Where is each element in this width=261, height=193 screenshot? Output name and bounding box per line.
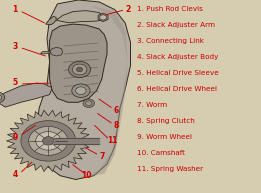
- Text: 9. Worm Wheel: 9. Worm Wheel: [137, 134, 192, 140]
- Text: 8: 8: [114, 121, 119, 130]
- Polygon shape: [7, 110, 90, 172]
- Text: 10. Camshaft: 10. Camshaft: [137, 150, 185, 156]
- Circle shape: [76, 87, 86, 95]
- Polygon shape: [98, 13, 108, 22]
- Circle shape: [69, 61, 91, 78]
- Text: 7: 7: [99, 152, 104, 161]
- Circle shape: [36, 132, 61, 150]
- Polygon shape: [37, 0, 130, 179]
- Text: 1. Push Rod Clevis: 1. Push Rod Clevis: [137, 6, 203, 12]
- Polygon shape: [46, 16, 56, 25]
- Text: 11: 11: [107, 136, 117, 145]
- Text: 5. Helical Drive Sleeve: 5. Helical Drive Sleeve: [137, 70, 219, 76]
- Circle shape: [43, 137, 54, 145]
- Circle shape: [0, 92, 5, 103]
- Text: 6: 6: [114, 106, 119, 114]
- Text: 5: 5: [13, 79, 18, 87]
- Text: 3: 3: [13, 42, 18, 51]
- Circle shape: [72, 64, 87, 75]
- Circle shape: [86, 101, 92, 106]
- Text: 4. Slack Adjuster Body: 4. Slack Adjuster Body: [137, 54, 218, 60]
- Text: 2: 2: [125, 5, 130, 14]
- Circle shape: [76, 67, 83, 72]
- Circle shape: [83, 99, 94, 108]
- Circle shape: [29, 126, 68, 155]
- Text: 2. Slack Adjuster Arm: 2. Slack Adjuster Arm: [137, 22, 215, 28]
- Polygon shape: [50, 47, 63, 56]
- Polygon shape: [56, 11, 104, 23]
- Text: 7. Worm: 7. Worm: [137, 102, 167, 108]
- Text: 1: 1: [13, 5, 18, 14]
- Circle shape: [72, 84, 90, 97]
- Polygon shape: [40, 51, 50, 54]
- Text: 6. Helical Drive Wheel: 6. Helical Drive Wheel: [137, 86, 217, 92]
- Text: 3. Connecting Link: 3. Connecting Link: [137, 38, 204, 44]
- Circle shape: [100, 15, 106, 20]
- Text: 9: 9: [13, 133, 18, 141]
- Text: 8. Spring Clutch: 8. Spring Clutch: [137, 118, 195, 124]
- Polygon shape: [0, 83, 52, 107]
- Text: 10: 10: [81, 171, 91, 180]
- Polygon shape: [84, 6, 128, 178]
- Text: 4: 4: [13, 170, 18, 179]
- Circle shape: [21, 121, 76, 161]
- Text: 11. Spring Washer: 11. Spring Washer: [137, 166, 203, 172]
- Polygon shape: [50, 24, 107, 102]
- Circle shape: [0, 94, 2, 101]
